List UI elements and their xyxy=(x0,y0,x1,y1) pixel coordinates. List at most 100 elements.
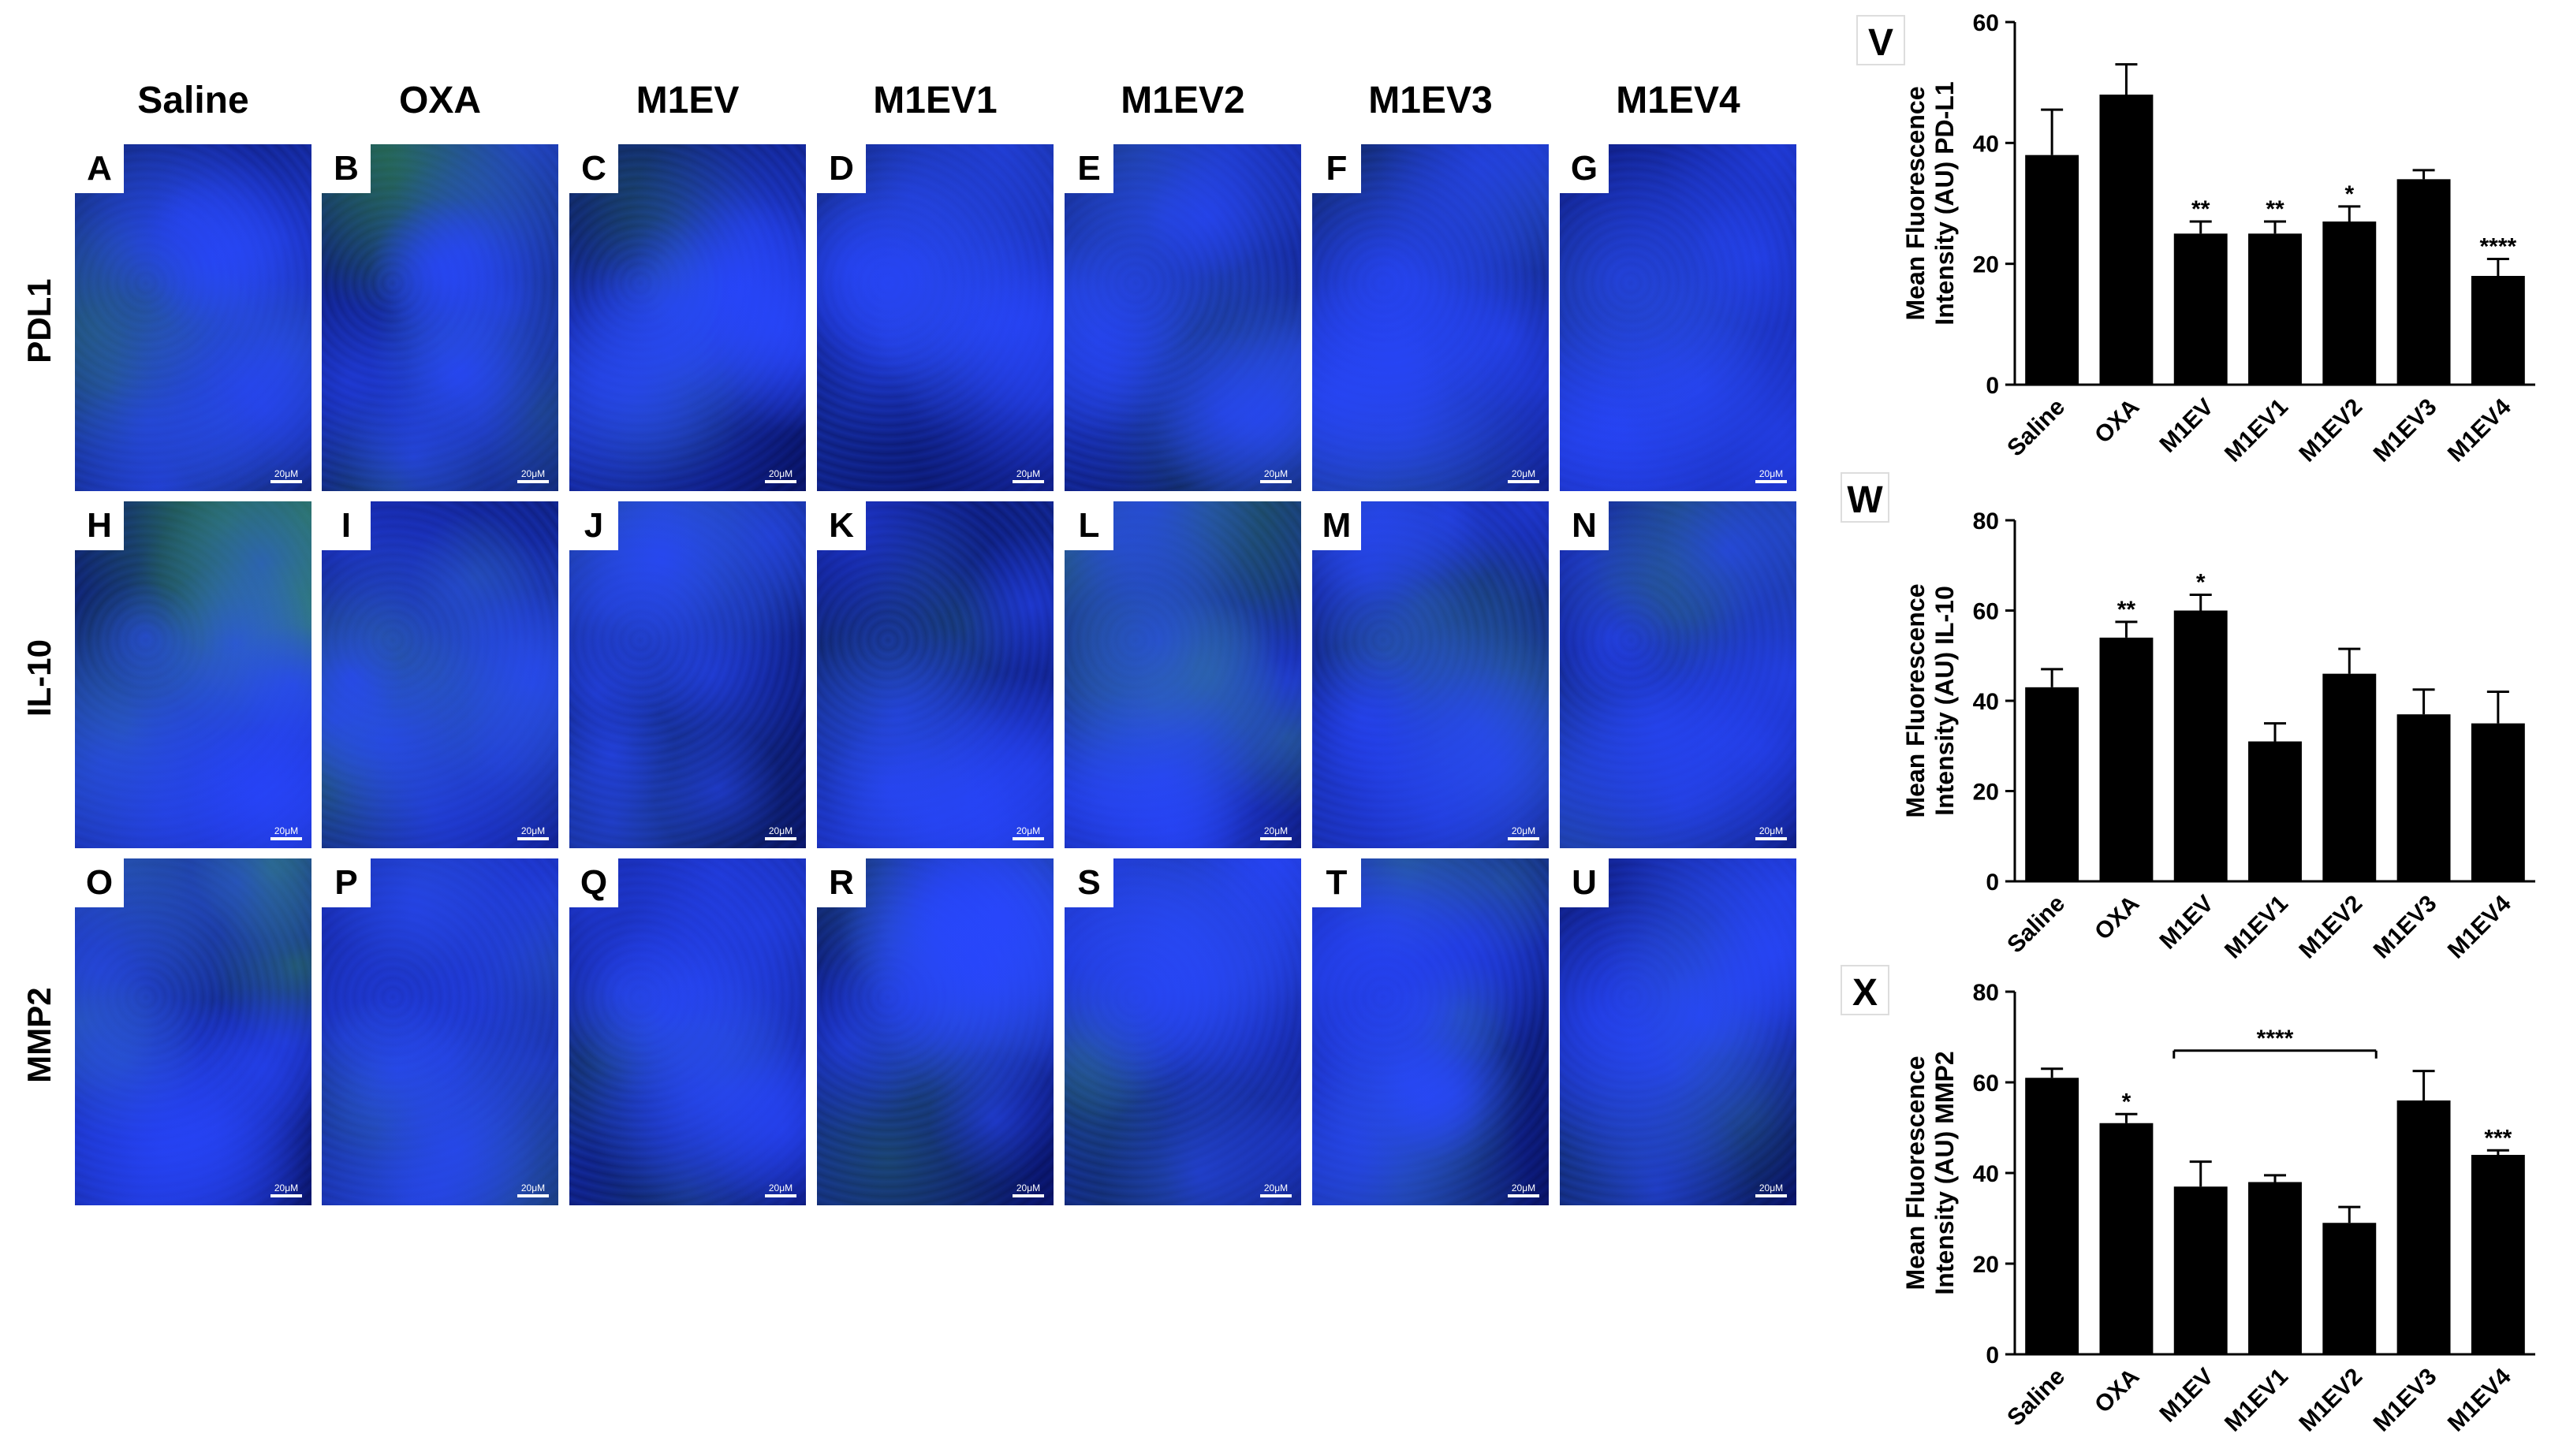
scale-bar: 20μM xyxy=(1755,468,1787,483)
scale-bar: 20μM xyxy=(270,825,302,840)
bar xyxy=(2248,233,2302,385)
panel-letter: N xyxy=(1560,501,1609,550)
scale-bar-label: 20μM xyxy=(1511,468,1536,479)
significance-mark: ** xyxy=(2117,597,2136,623)
micrograph-panel: F 20μM xyxy=(1312,144,1549,491)
y-tick-label: 0 xyxy=(1986,870,1999,896)
x-tick-label: Saline xyxy=(2002,1364,2070,1432)
scale-bar-label: 20μM xyxy=(1511,825,1536,836)
scale-bar-label: 20μM xyxy=(768,1182,793,1193)
bar xyxy=(2099,637,2154,881)
micrograph-panel: E 20μM xyxy=(1065,144,1301,491)
scale-bar-label: 20μM xyxy=(1016,468,1041,479)
panel-letter: T xyxy=(1312,858,1361,907)
scale-bar-line xyxy=(1260,837,1292,840)
panel-letter: E xyxy=(1065,144,1113,193)
y-tick-label: 60 xyxy=(1973,599,1999,625)
scale-bar-line xyxy=(1013,837,1044,840)
scale-bar-line xyxy=(517,837,549,840)
bar xyxy=(2025,155,2079,385)
bar xyxy=(2322,222,2377,385)
scale-bar: 20μM xyxy=(1755,1182,1787,1197)
scale-bar-label: 20μM xyxy=(1263,468,1289,479)
scale-bar: 20μM xyxy=(1508,1182,1539,1197)
micrograph-panel: I 20μM xyxy=(322,501,558,848)
x-tick-label: M1EV3 xyxy=(2369,394,2442,467)
scale-bar-line xyxy=(1508,480,1539,483)
y-axis-label: Mean Fluorescence xyxy=(1901,87,1930,321)
x-tick-label: M1EV1 xyxy=(2220,891,2293,964)
x-tick-label: M1EV1 xyxy=(2220,1364,2293,1437)
bar xyxy=(2322,673,2377,881)
scale-bar-line xyxy=(1260,1194,1292,1197)
scale-bar-line xyxy=(1013,480,1044,483)
scale-bar-label: 20μM xyxy=(520,1182,546,1193)
scale-bar-line xyxy=(1755,837,1787,840)
y-axis-label: Intensity (AU) IL-10 xyxy=(1930,586,1959,816)
scale-bar-label: 20μM xyxy=(768,468,793,479)
scale-bar-line xyxy=(765,480,796,483)
scale-bar: 20μM xyxy=(765,468,796,483)
x-tick-label: Saline xyxy=(2002,394,2070,462)
chart-panel-label-box xyxy=(1841,965,1889,1015)
micrograph-panel: U 20μM xyxy=(1560,858,1796,1205)
x-tick-label: M1EV4 xyxy=(2443,1363,2516,1436)
scale-bar: 20μM xyxy=(765,1182,796,1197)
scale-bar-label: 20μM xyxy=(1263,1182,1289,1193)
scale-bar: 20μM xyxy=(1260,468,1292,483)
y-tick-label: 40 xyxy=(1973,131,1999,157)
column-header: M1EV2 xyxy=(1121,80,1245,121)
y-tick-label: 0 xyxy=(1986,1342,1999,1368)
micrograph-panel: A 20μM xyxy=(75,144,311,491)
scale-bar: 20μM xyxy=(270,468,302,483)
bar xyxy=(2471,276,2525,385)
bar xyxy=(2396,179,2451,385)
scale-bar: 20μM xyxy=(1508,825,1539,840)
bar xyxy=(2248,741,2302,881)
panel-letter: C xyxy=(569,144,618,193)
scale-bar: 20μM xyxy=(1755,825,1787,840)
bar xyxy=(2248,1182,2302,1354)
scale-bar: 20μM xyxy=(1013,468,1044,483)
x-tick-label: M1EV3 xyxy=(2369,1364,2442,1437)
scale-bar: 20μM xyxy=(1508,468,1539,483)
chart-panel-label-box xyxy=(1856,15,1905,65)
scale-bar: 20μM xyxy=(270,1182,302,1197)
panel-letter: G xyxy=(1560,144,1609,193)
scale-bar-label: 20μM xyxy=(520,468,546,479)
column-header: OXA xyxy=(398,80,481,121)
scale-bar-line xyxy=(517,1194,549,1197)
scale-bar: 20μM xyxy=(1260,825,1292,840)
y-tick-label: 20 xyxy=(1973,252,1999,278)
scale-bar: 20μM xyxy=(517,825,549,840)
micrograph-panel: N 20μM xyxy=(1560,501,1796,848)
scale-bar-label: 20μM xyxy=(274,468,299,479)
panel-letter: H xyxy=(75,501,124,550)
scale-bar: 20μM xyxy=(1260,1182,1292,1197)
bar xyxy=(2396,714,2451,881)
bracket-significance-mark: **** xyxy=(2257,1026,2294,1052)
x-tick-label: M1EV xyxy=(2155,394,2219,458)
scale-bar-line xyxy=(1508,1194,1539,1197)
scale-bar-line xyxy=(1260,480,1292,483)
bar xyxy=(2471,1155,2525,1354)
x-tick-label: M1EV1 xyxy=(2220,394,2293,467)
column-header: M1EV1 xyxy=(873,80,998,121)
bar xyxy=(2396,1100,2451,1354)
y-tick-label: 60 xyxy=(1973,10,1999,36)
panel-letter: R xyxy=(817,858,866,907)
chart-panel-label: V xyxy=(1868,22,1893,64)
scale-bar-line xyxy=(270,480,302,483)
micrograph-panel: G 20μM xyxy=(1560,144,1796,491)
y-tick-label: 60 xyxy=(1973,1071,1999,1097)
panel-letter: Q xyxy=(569,858,618,907)
x-tick-label: M1EV2 xyxy=(2294,1364,2367,1437)
scale-bar: 20μM xyxy=(517,1182,549,1197)
y-tick-label: 20 xyxy=(1973,780,1999,806)
scale-bar: 20μM xyxy=(1013,1182,1044,1197)
micrograph-panel: S 20μM xyxy=(1065,858,1301,1205)
x-tick-label: M1EV2 xyxy=(2294,394,2367,467)
scale-bar-label: 20μM xyxy=(1511,1182,1536,1193)
micrograph-panel: O 20μM xyxy=(75,858,311,1205)
